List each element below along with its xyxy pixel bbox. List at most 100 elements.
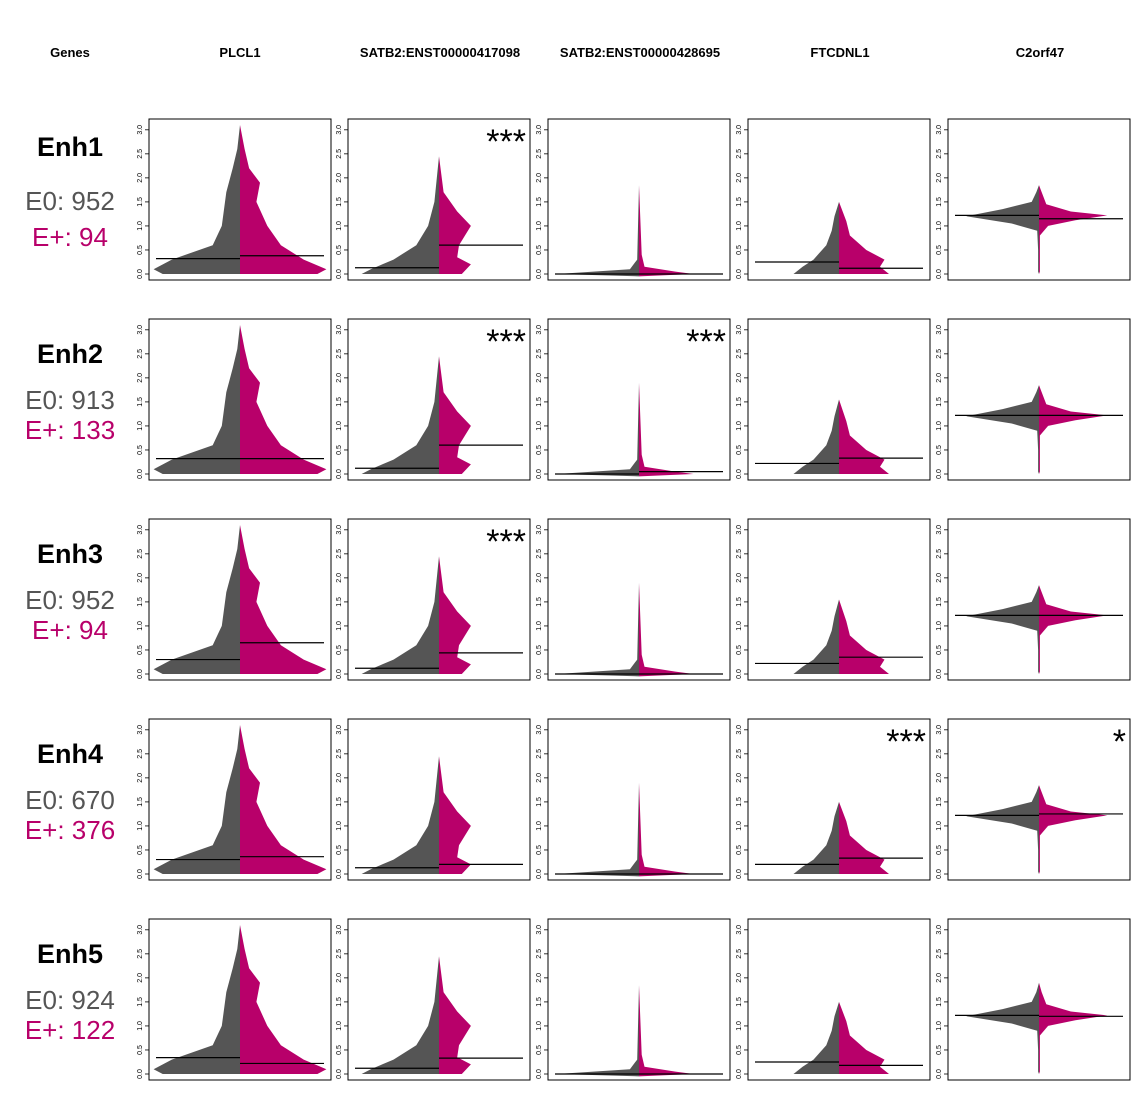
y-tick-label: 1.0 — [137, 421, 144, 431]
y-tick-label: 1.5 — [936, 197, 943, 207]
y-tick-label: 1.5 — [936, 597, 943, 607]
e0-violin-half — [793, 599, 839, 674]
y-tick-label: 0.5 — [137, 1045, 144, 1055]
y-tick-label: 3.0 — [137, 325, 144, 335]
y-tick-label: 0.5 — [936, 845, 943, 855]
e0-count: E0: 924 — [25, 985, 115, 1015]
y-tick-label: 3.0 — [536, 925, 543, 935]
enhancer-name: Enh3 — [36, 539, 103, 569]
y-tick-label: 1.5 — [336, 197, 343, 207]
e0-violin-half — [153, 325, 240, 474]
panel-frame — [547, 518, 731, 681]
panel-frame — [347, 318, 531, 481]
y-tick-label: 0.0 — [137, 869, 144, 879]
y-tick-label: 3.0 — [936, 725, 943, 735]
y-tick-label: 0.0 — [536, 469, 543, 479]
y-tick-label: 2.5 — [336, 949, 343, 959]
y-tick-label: 2.5 — [137, 349, 144, 359]
y-tick-label: 2.5 — [336, 349, 343, 359]
y-tick-label: 0.5 — [336, 645, 343, 655]
eplus-violin-half — [639, 985, 694, 1077]
e0-violin-half — [153, 925, 240, 1074]
panel-frame — [747, 118, 931, 281]
y-tick-label: 1.5 — [936, 997, 943, 1007]
eplus-violin-half — [240, 125, 327, 274]
y-tick-label: 0.5 — [536, 245, 543, 255]
y-tick-label: 3.0 — [137, 525, 144, 535]
y-tick-label: 1.0 — [536, 821, 543, 831]
y-tick-label: 3.0 — [936, 925, 943, 935]
e0-violin-half — [793, 399, 839, 474]
y-tick-label: 3.0 — [336, 125, 343, 135]
panel-frame — [947, 518, 1131, 681]
eplus-violin-half — [839, 599, 889, 674]
y-tick-label: 0.5 — [137, 845, 144, 855]
y-tick-label: 1.0 — [736, 821, 743, 831]
panel-frame — [148, 318, 332, 481]
y-tick-label: 0.5 — [536, 845, 543, 855]
y-tick-label: 2.0 — [736, 573, 743, 583]
y-tick-label: 2.0 — [137, 973, 144, 983]
y-tick-label: 3.0 — [536, 725, 543, 735]
y-tick-label: 1.0 — [336, 821, 343, 831]
eplus-violin-half — [1039, 785, 1108, 874]
y-tick-label: 0.0 — [336, 269, 343, 279]
significance-marker: *** — [486, 323, 526, 361]
y-tick-label: 0.0 — [336, 469, 343, 479]
y-tick-label: 1.5 — [137, 597, 144, 607]
y-tick-label: 2.0 — [137, 773, 144, 783]
y-tick-label: 0.0 — [137, 1069, 144, 1079]
y-tick-label: 0.5 — [736, 1045, 743, 1055]
e0-violin-half — [557, 380, 639, 477]
eplus-violin-half — [1039, 385, 1108, 474]
y-tick-label: 3.0 — [137, 725, 144, 735]
gene-header-row: Genes PLCL1 SATB2:ENST00000417098 SATB2:… — [0, 0, 1140, 100]
panel-frame — [947, 318, 1131, 481]
y-tick-label: 3.0 — [936, 125, 943, 135]
eplus-violin-half — [439, 356, 471, 474]
y-tick-label: 1.0 — [336, 621, 343, 631]
y-tick-label: 2.0 — [137, 573, 144, 583]
y-tick-label: 1.5 — [536, 397, 543, 407]
y-tick-label: 3.0 — [736, 925, 743, 935]
y-tick-label: 2.5 — [137, 749, 144, 759]
y-tick-label: 2.5 — [736, 349, 743, 359]
panel-frame — [947, 118, 1131, 281]
y-tick-label: 2.0 — [536, 973, 543, 983]
y-tick-label: 0.0 — [137, 469, 144, 479]
e0-violin-half — [361, 956, 439, 1074]
eplus-count: E+: 133 — [24, 415, 116, 445]
eplus-count: E+: 122 — [24, 1015, 116, 1045]
e0-count: E0: 913 — [25, 385, 115, 415]
y-tick-label: 3.0 — [536, 325, 543, 335]
significance-marker: *** — [686, 323, 726, 361]
y-tick-label: 0.0 — [736, 269, 743, 279]
panel-frame — [947, 918, 1131, 1081]
y-tick-label: 1.5 — [736, 797, 743, 807]
y-tick-label: 2.0 — [936, 573, 943, 583]
y-tick-label: 3.0 — [936, 325, 943, 335]
eplus-count: E+: 94 — [32, 222, 108, 252]
panel-frame — [547, 118, 731, 281]
y-tick-label: 0.5 — [736, 445, 743, 455]
e0-count: E0: 952 — [25, 585, 115, 615]
eplus-violin-half — [839, 201, 889, 274]
y-tick-label: 1.5 — [137, 997, 144, 1007]
y-tick-label: 2.0 — [936, 373, 943, 383]
e0-violin-half — [153, 525, 240, 674]
y-tick-label: 2.5 — [536, 749, 543, 759]
y-tick-label: 1.0 — [536, 421, 543, 431]
y-tick-label: 0.0 — [536, 1069, 543, 1079]
e0-violin-half — [793, 801, 839, 874]
e0-violin-half — [793, 1001, 839, 1074]
y-tick-label: 2.0 — [736, 373, 743, 383]
y-tick-label: 2.5 — [536, 549, 543, 559]
y-tick-label: 0.5 — [336, 245, 343, 255]
e0-violin-half — [361, 156, 439, 274]
y-tick-label: 1.5 — [736, 597, 743, 607]
eplus-violin-half — [439, 549, 471, 674]
y-tick-label: 0.0 — [536, 869, 543, 879]
eplus-count: E+: 94 — [32, 615, 108, 645]
y-tick-label: 2.0 — [936, 973, 943, 983]
y-tick-label: 3.0 — [137, 925, 144, 935]
